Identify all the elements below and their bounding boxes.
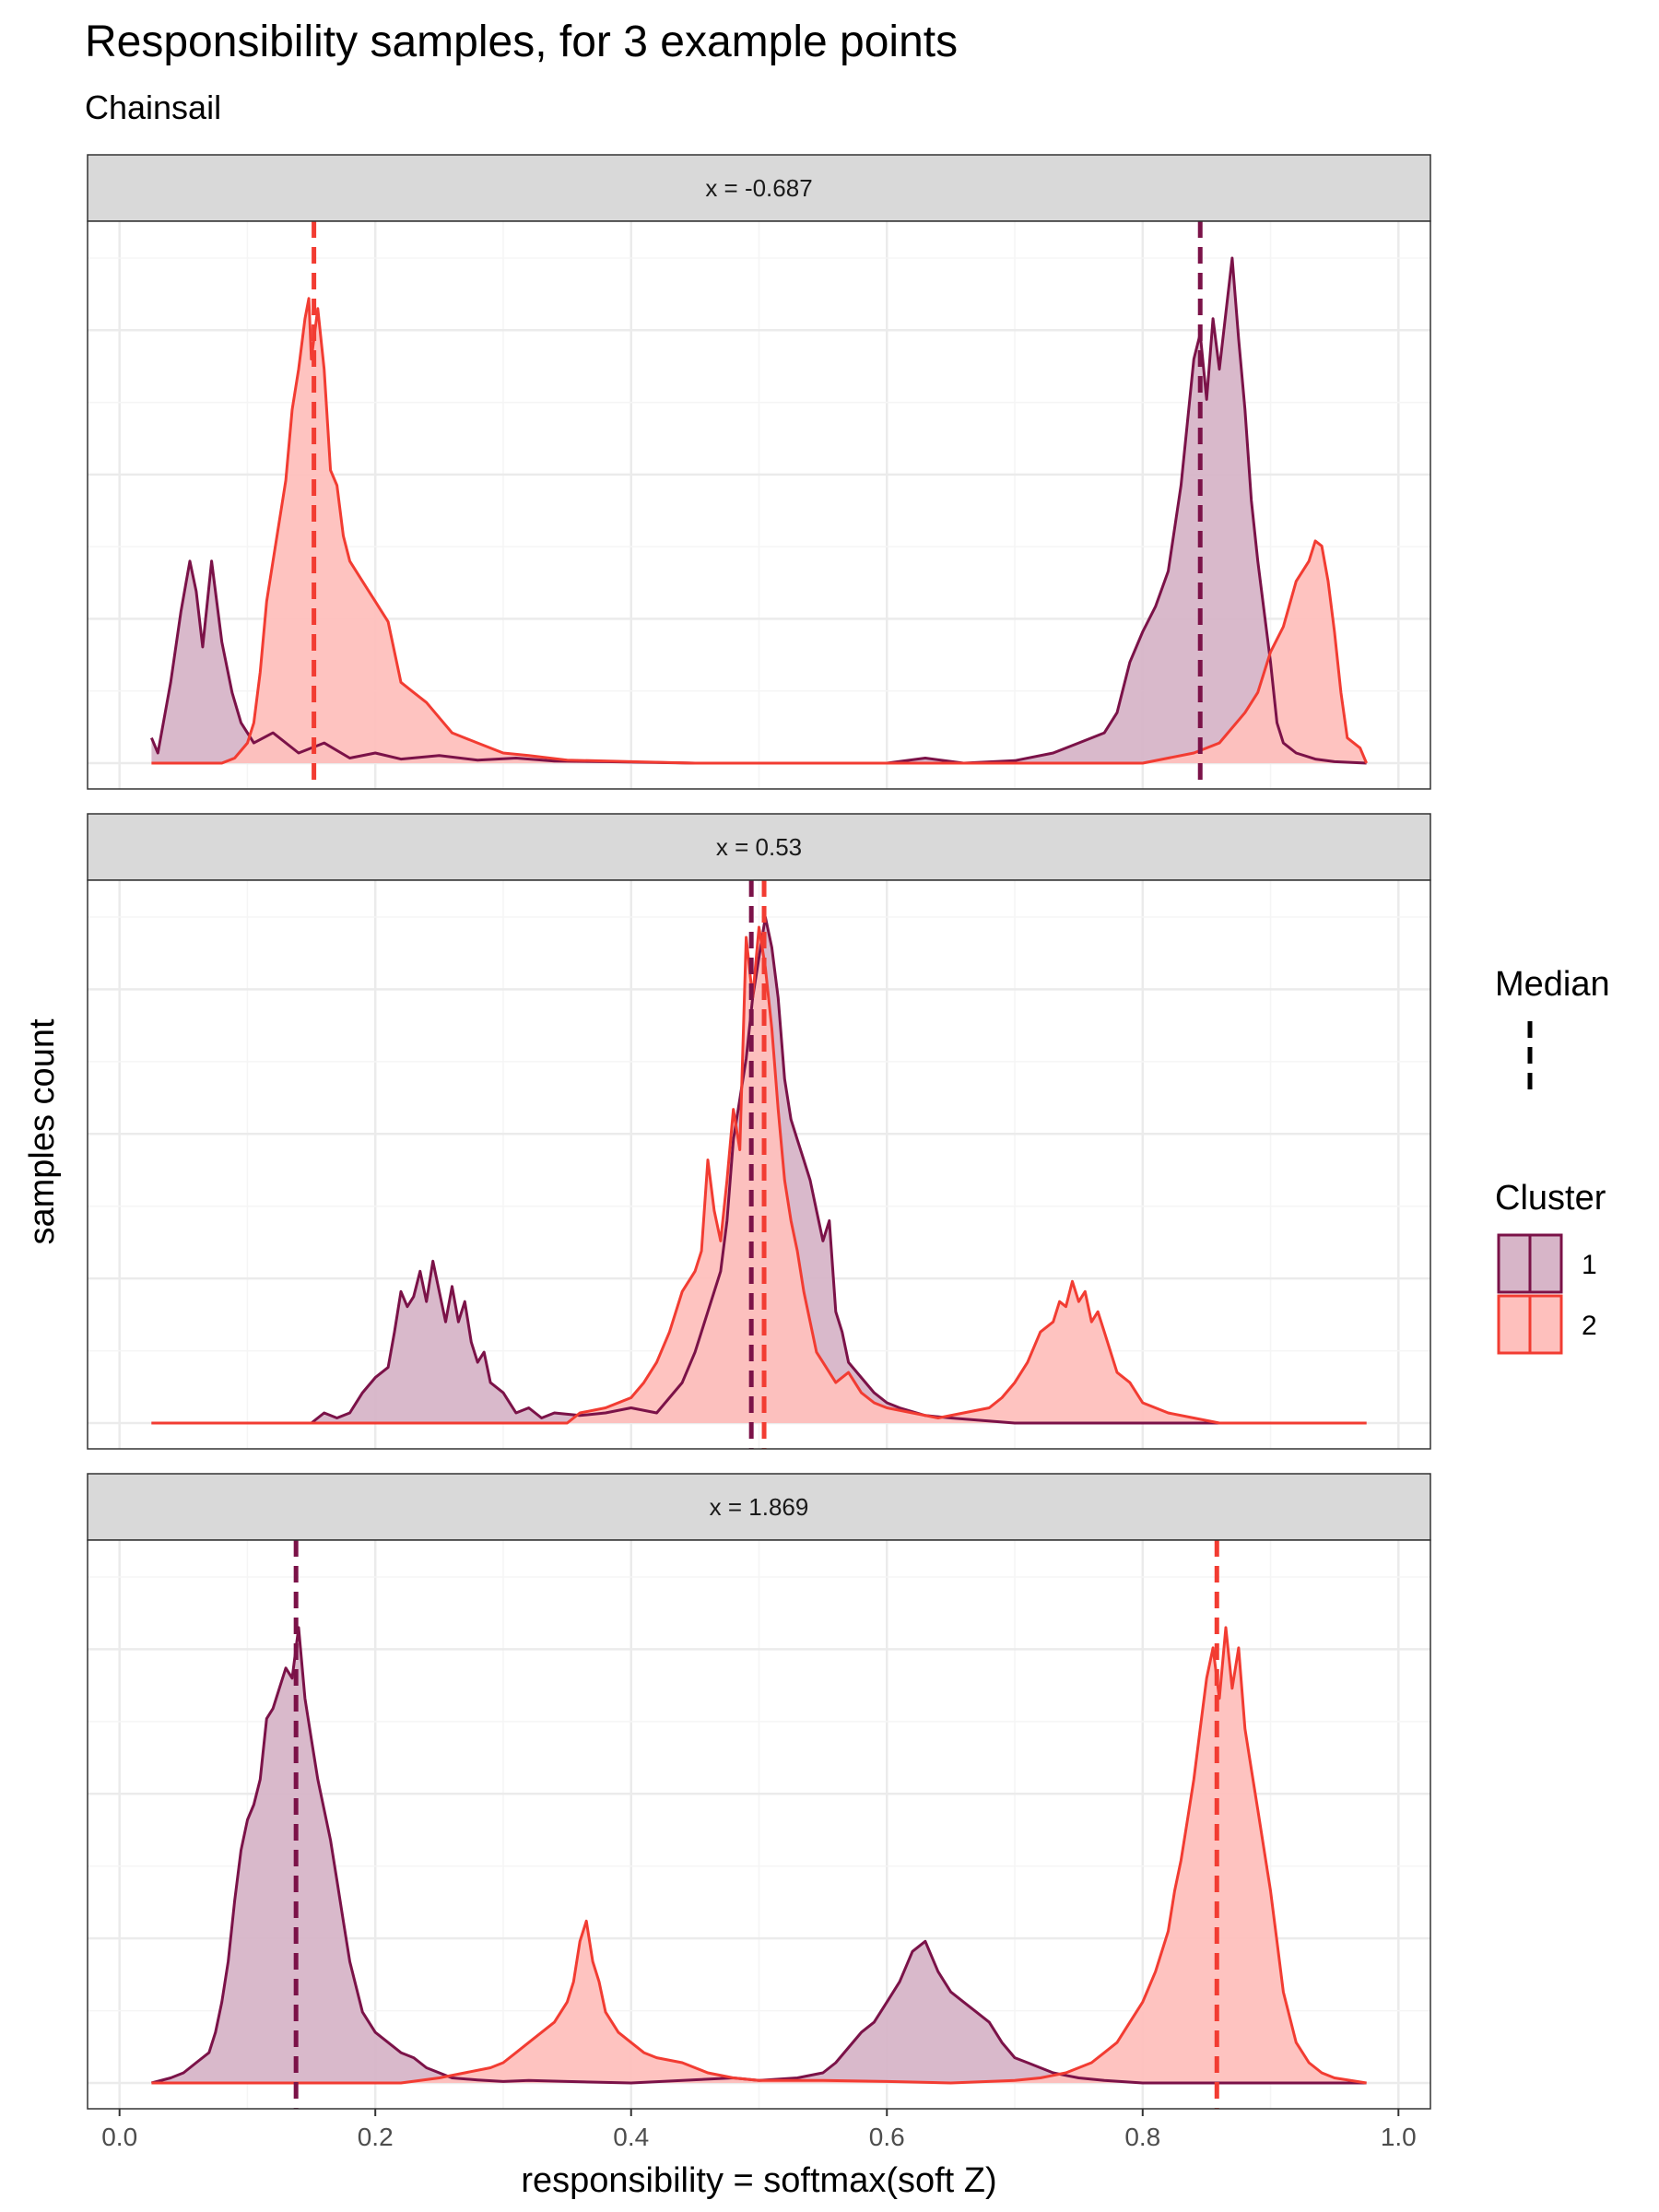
- facet-strip: [87, 1473, 1431, 1541]
- cluster-1-line: [150, 256, 1367, 765]
- cluster-2-area: [151, 1627, 1367, 2083]
- x-tick-label: 0.0: [101, 2123, 137, 2151]
- x-tick-label: 0.6: [869, 2123, 905, 2151]
- cluster-2-line: [151, 297, 1368, 765]
- facet-panel-2: x = 0.53: [87, 813, 1431, 1450]
- cluster-1-line: [151, 1626, 1367, 2085]
- legend-cluster-2-label: 2: [1582, 1311, 1597, 1341]
- x-tick-label: 1.0: [1381, 2123, 1417, 2151]
- chart-subtitle: Chainsail: [85, 88, 222, 126]
- x-axis-title: responsibility = softmax(soft Z): [521, 2161, 996, 2200]
- cluster-1-area: [151, 1627, 1367, 2083]
- x-tick-label: 0.8: [1124, 2123, 1160, 2151]
- x-tick-label: 0.4: [613, 2123, 649, 2151]
- cluster-2-line: [151, 925, 1367, 1425]
- legend-median-title: Median: [1495, 965, 1610, 1004]
- cluster-1-line: [151, 915, 1367, 1425]
- facet-strip-label: x = -0.687: [705, 174, 812, 202]
- facet-strip: [87, 813, 1431, 881]
- legend-cluster-title: Cluster: [1495, 1179, 1606, 1218]
- cluster-2-area: [151, 298, 1367, 763]
- cluster-2-area: [151, 927, 1367, 1423]
- panel-border: [87, 1539, 1431, 2110]
- panel-border: [87, 879, 1431, 1450]
- panel-border: [87, 220, 1431, 790]
- legend-cluster-1-label: 1: [1582, 1250, 1597, 1280]
- chart-title: Responsibility samples, for 3 example po…: [85, 18, 959, 66]
- facet-strip-label: x = 0.53: [716, 833, 802, 861]
- facet-panel-1: x = -0.687: [87, 154, 1431, 790]
- facet-strip-label: x = 1.869: [710, 1493, 809, 1521]
- y-axis-title: samples count: [23, 1018, 62, 1244]
- facet-panel-3: x = 1.869: [87, 1473, 1431, 2110]
- cluster-2-line: [151, 1626, 1367, 2085]
- x-tick-label: 0.2: [358, 2123, 394, 2151]
